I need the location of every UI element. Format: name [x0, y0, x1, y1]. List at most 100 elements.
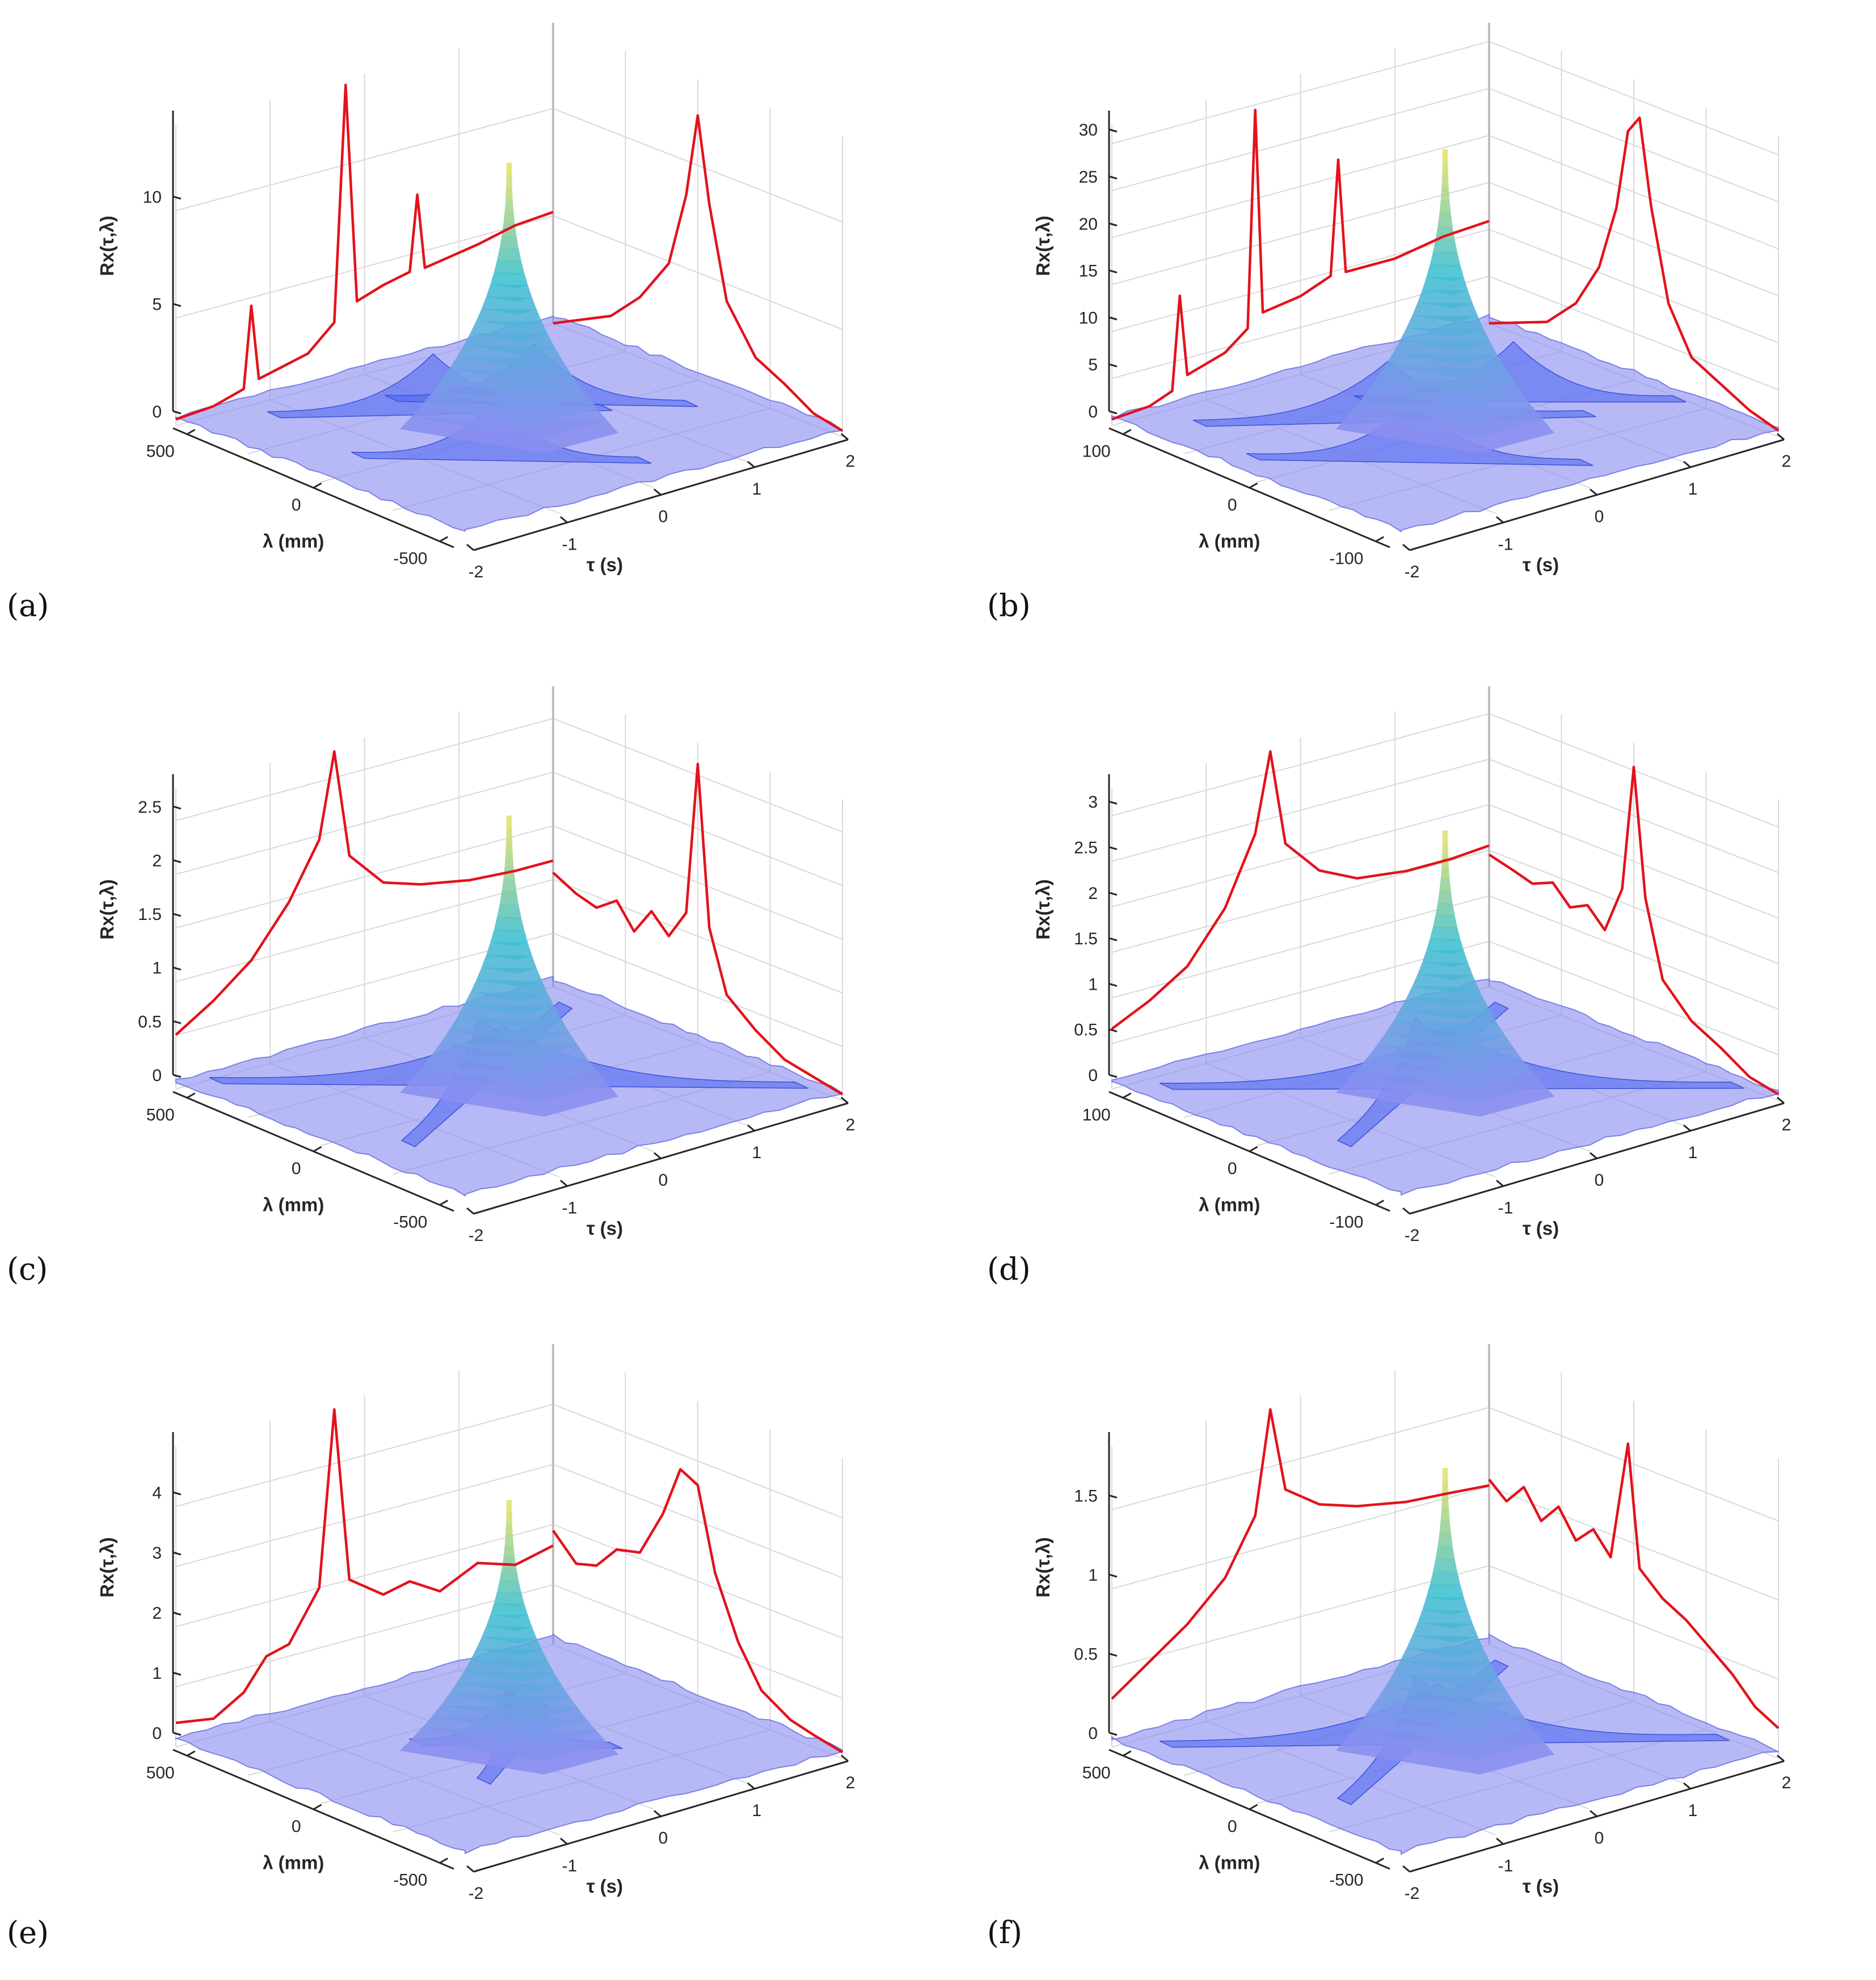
tau-tick — [466, 543, 474, 551]
surface-peak-band — [1440, 866, 1450, 880]
tau-tick-label: 1 — [752, 480, 762, 499]
lambda-tick-label: 500 — [146, 1764, 175, 1783]
surface-peak-band — [1406, 986, 1484, 1007]
z-gridline — [1111, 41, 1779, 156]
tau-tick-label: 0 — [659, 1829, 668, 1848]
z-tick — [172, 1611, 182, 1616]
lambda-tick-label: -500 — [1329, 1871, 1363, 1890]
lambda-tick — [439, 536, 448, 542]
surface-peak-band — [1426, 938, 1464, 955]
surface-peak-band — [1426, 1584, 1464, 1601]
lambda-tick — [1123, 1750, 1132, 1757]
tau-tick-label: -1 — [1498, 535, 1514, 554]
z-tick-label: 5 — [152, 295, 162, 314]
lambda-profile-line — [552, 762, 844, 1096]
z-tick-label: 0 — [1088, 1066, 1098, 1085]
panel-6-chart: 0 0.5 1 1.5 500 0 -500 -2 -1 0 1 2 Rx(τ,λ) λ (mm) τ (s… — [1032, 1344, 1791, 1903]
z-tick-label: 0.5 — [1074, 1645, 1098, 1664]
surface-peak-band — [1442, 162, 1448, 176]
surface-peak-band — [1417, 289, 1473, 309]
tau-tick — [1402, 1207, 1410, 1215]
tau-tick — [466, 1865, 474, 1873]
profiles — [1111, 1408, 1780, 1729]
z-tick-label: 2.5 — [1074, 838, 1098, 857]
z-tick-label: 5 — [1088, 356, 1098, 374]
z-axis-label: Rx(τ,λ) — [96, 1537, 117, 1597]
lambda-tick-label: -500 — [393, 1213, 427, 1232]
tau-axis-label: τ (s) — [1523, 1876, 1559, 1897]
tau-tick-label: 0 — [1595, 1171, 1604, 1190]
surface-peak-band — [506, 175, 512, 188]
surface-peak-band — [506, 828, 512, 842]
lambda-tick — [1375, 1857, 1384, 1864]
z-tick-label: 0.5 — [1074, 1021, 1098, 1040]
lambda-profile-line — [1489, 116, 1780, 432]
tau-tick — [1402, 543, 1410, 551]
tau-axis-label: τ (s) — [1523, 1218, 1559, 1239]
profiles — [175, 1408, 844, 1754]
z-tick — [172, 1732, 182, 1736]
z-tick — [172, 859, 182, 863]
lambda-tick-label: 0 — [292, 496, 301, 514]
surface-peak-band — [1442, 1480, 1448, 1495]
z-tick — [1108, 982, 1118, 987]
surface-peak-band — [1422, 1597, 1468, 1615]
tau-tick — [560, 516, 568, 524]
z-tick-label: 20 — [1079, 215, 1098, 234]
tau-tick-label: 0 — [1595, 1829, 1604, 1848]
axes: 0 0.5 1 1.5 500 0 -500 -2 -1 0 1 2 Rx(τ,λ) λ (mm) τ (s… — [1032, 1432, 1791, 1903]
z-tick-label: 1 — [152, 959, 162, 978]
lambda-tick — [439, 1857, 448, 1864]
z-tick — [1108, 269, 1118, 274]
surface-peak-band — [503, 1546, 515, 1559]
lambda-axis-label: λ (mm) — [1199, 1194, 1260, 1215]
tau-tick-label: -1 — [562, 1198, 577, 1217]
panel-letter: (c) — [7, 1251, 48, 1287]
tau-tick — [1683, 461, 1691, 468]
tau-tick-label: -2 — [469, 563, 484, 581]
lambda-tick-label: 0 — [292, 1817, 301, 1836]
surface-peak-band — [1430, 251, 1461, 268]
z-tick — [172, 1074, 182, 1078]
surface-peak-band — [501, 879, 517, 893]
tau-axis-label: τ (s) — [587, 554, 623, 575]
surface-peak-band — [504, 199, 514, 213]
z-tick — [1108, 1495, 1118, 1499]
z-tick — [172, 805, 182, 810]
lambda-tick — [1123, 429, 1132, 435]
z-tick-label: 0 — [152, 1066, 162, 1085]
z-gridline — [1111, 713, 1779, 828]
tau-tick — [560, 1180, 568, 1187]
tau-tick — [841, 1754, 849, 1762]
surface-peak-band — [505, 187, 513, 200]
z-tick — [1108, 1653, 1118, 1657]
tau-profile-line — [1111, 108, 1490, 421]
tau-tick-label: 2 — [1782, 452, 1791, 471]
z-tick — [172, 1020, 182, 1024]
surface-peak-band — [1435, 1545, 1455, 1561]
tau-tick — [1402, 1865, 1410, 1873]
surface — [1111, 1467, 1779, 1855]
tau-profile-line — [1111, 750, 1490, 1030]
surface-peak-band — [1437, 1532, 1453, 1547]
lambda-tick-label: 100 — [1082, 442, 1111, 461]
lambda-tick — [1375, 1200, 1384, 1206]
surface-peak-band — [1442, 1467, 1448, 1481]
surface-peak-band — [506, 815, 512, 829]
lambda-tick-label: 100 — [1082, 1106, 1111, 1125]
z-tick — [1108, 128, 1118, 133]
lambda-axis-label: λ (mm) — [263, 1852, 324, 1873]
tau-tick-label: -1 — [1498, 1198, 1514, 1217]
surface-peak-band — [1422, 950, 1468, 968]
tau-tick — [466, 1207, 474, 1215]
tau-tick — [654, 1152, 661, 1159]
surface-peak-band — [1433, 914, 1457, 929]
surface-peak-band — [481, 955, 537, 974]
tau-tick-label: -2 — [469, 1884, 484, 1903]
z-tick — [172, 1671, 182, 1676]
surface-peak-band — [476, 967, 542, 987]
z-tick-label: 4 — [152, 1484, 162, 1502]
tau-tick-label: 2 — [1782, 1774, 1791, 1792]
z-tick — [1108, 892, 1118, 896]
lambda-tick — [187, 1750, 196, 1757]
